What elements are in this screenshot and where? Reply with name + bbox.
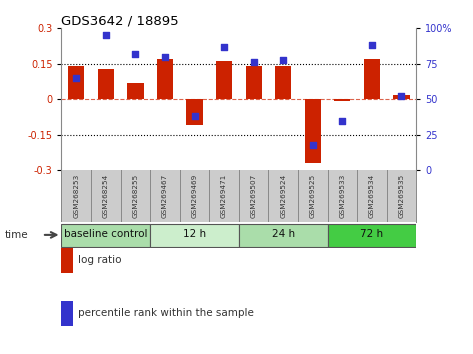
- Bar: [305, 99, 321, 163]
- Text: GSM269471: GSM269471: [221, 174, 227, 218]
- Point: [220, 44, 228, 50]
- Text: GSM269535: GSM269535: [398, 174, 404, 218]
- Bar: [68, 66, 84, 99]
- Text: GSM269469: GSM269469: [192, 174, 198, 218]
- Point: [161, 54, 169, 59]
- Bar: [216, 62, 232, 99]
- Text: 12 h: 12 h: [183, 229, 206, 239]
- Text: GSM269534: GSM269534: [369, 174, 375, 218]
- Text: GSM269533: GSM269533: [339, 174, 345, 218]
- Text: GSM269467: GSM269467: [162, 174, 168, 218]
- Point: [131, 51, 139, 57]
- Bar: [327, 224, 416, 246]
- Bar: [275, 66, 291, 99]
- Text: log ratio: log ratio: [78, 255, 122, 265]
- Text: 72 h: 72 h: [360, 229, 384, 239]
- Point: [339, 118, 346, 124]
- Point: [309, 142, 316, 148]
- Bar: [364, 59, 380, 99]
- Point: [250, 59, 257, 65]
- Text: 24 h: 24 h: [272, 229, 295, 239]
- Text: GSM269524: GSM269524: [280, 174, 286, 218]
- Bar: [239, 224, 327, 246]
- Text: baseline control: baseline control: [64, 229, 148, 239]
- Text: GDS3642 / 18895: GDS3642 / 18895: [61, 14, 179, 27]
- Point: [398, 94, 405, 99]
- Bar: [61, 224, 150, 246]
- Point: [72, 75, 80, 81]
- Text: GSM269507: GSM269507: [251, 174, 257, 218]
- Point: [280, 57, 287, 62]
- Text: percentile rank within the sample: percentile rank within the sample: [78, 308, 254, 318]
- Text: GSM268255: GSM268255: [132, 174, 139, 218]
- Bar: [186, 99, 202, 125]
- Point: [368, 42, 376, 48]
- Point: [191, 114, 198, 119]
- Bar: [157, 59, 173, 99]
- Point: [102, 33, 110, 38]
- Text: GSM268253: GSM268253: [73, 174, 79, 218]
- Text: GSM269525: GSM269525: [310, 174, 316, 218]
- Text: GSM268254: GSM268254: [103, 174, 109, 218]
- Bar: [98, 69, 114, 99]
- Bar: [245, 66, 262, 99]
- Bar: [150, 224, 239, 246]
- Text: time: time: [5, 230, 28, 240]
- Bar: [334, 99, 350, 101]
- Bar: [394, 95, 410, 99]
- Bar: [127, 83, 143, 99]
